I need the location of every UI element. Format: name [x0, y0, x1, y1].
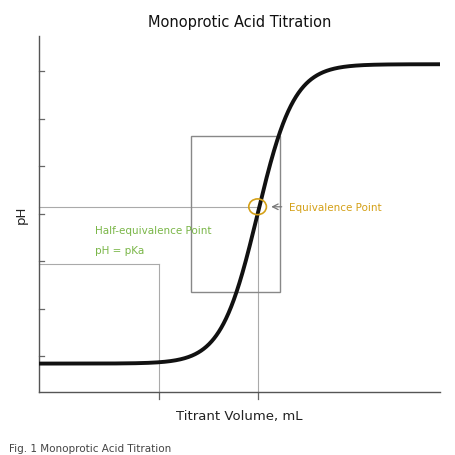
Title: Monoprotic Acid Titration: Monoprotic Acid Titration	[148, 15, 331, 30]
Text: Equivalence Point: Equivalence Point	[289, 202, 382, 212]
X-axis label: Titrant Volume, mL: Titrant Volume, mL	[176, 409, 303, 422]
Y-axis label: pH: pH	[15, 205, 28, 223]
Text: Fig. 1 Monoprotic Acid Titration: Fig. 1 Monoprotic Acid Titration	[9, 443, 172, 453]
Text: pH = pKa: pH = pKa	[95, 245, 145, 255]
Text: Half-equivalence Point: Half-equivalence Point	[95, 225, 212, 235]
Bar	[192, 136, 280, 293]
